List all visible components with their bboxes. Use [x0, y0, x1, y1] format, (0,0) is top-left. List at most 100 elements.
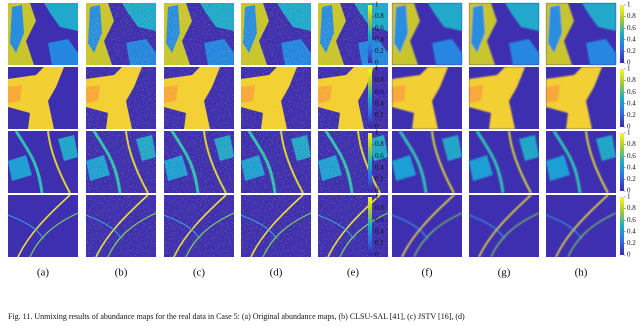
colorbar-tick-label: 0.6: [627, 24, 636, 32]
map-region: [8, 67, 64, 129]
colorbar-tick-label: 1: [375, 65, 379, 73]
map-region: [8, 85, 22, 103]
abundance-map: [241, 3, 311, 65]
map-noise: [86, 3, 156, 65]
colorbar-tick-label: 0.4: [375, 163, 384, 171]
colorbar: [620, 197, 624, 255]
colorbar-tick-label: 0.2: [375, 239, 384, 247]
abundance-map: [8, 130, 78, 194]
map-region: [428, 3, 462, 31]
abundance-map: [545, 194, 617, 258]
map-noise: [164, 3, 234, 65]
map-noise: [318, 195, 388, 257]
map-content: [392, 67, 448, 129]
colorbar: [620, 69, 624, 127]
colorbar-tick-label: 0.8: [375, 204, 384, 212]
panel-label: (h): [575, 267, 588, 279]
colorbar-tick-label: 0: [627, 187, 631, 195]
map-content: [545, 194, 617, 258]
map-region: [10, 5, 24, 53]
map-region: [546, 85, 560, 103]
colorbar-tick-label: 0.2: [375, 47, 384, 55]
map-region: [432, 39, 462, 65]
map-background: [8, 195, 78, 257]
colorbar-tick-label: 0.2: [375, 175, 384, 183]
colorbar-tick-label: 1: [375, 193, 379, 201]
abundance-map: [164, 130, 234, 194]
map-region: [567, 212, 617, 258]
abundance-map: [546, 130, 616, 194]
map-content: [468, 194, 540, 258]
colorbar-tick-label: 0.6: [627, 88, 636, 96]
map-content: [392, 3, 462, 65]
panel-label: (c): [193, 267, 206, 279]
map-region: [401, 194, 455, 258]
map-region: [392, 85, 406, 103]
caption: Fig. 11. Unmixing results of abundance m…: [8, 312, 465, 321]
map-content: [392, 130, 462, 194]
abundance-map: [468, 194, 540, 258]
map-background: [546, 195, 616, 257]
abundance-map: [164, 67, 234, 129]
map-region: [469, 155, 493, 181]
abundance-map: [317, 194, 389, 258]
abundance-map: [240, 194, 312, 258]
abundance-map: [392, 3, 462, 65]
abundance-map: [86, 67, 156, 129]
abundance-map: [392, 67, 462, 129]
map-region: [596, 135, 616, 161]
abundance-map: [469, 130, 539, 194]
colorbar-tick-label: 0: [375, 187, 379, 195]
colorbar-tick-label: 0.6: [375, 24, 384, 32]
colorbar-tick-label: 0.4: [627, 35, 636, 43]
colorbar: [368, 5, 372, 63]
map-noise: [164, 131, 234, 193]
map-region: [392, 67, 448, 129]
map-region: [392, 155, 416, 181]
map-region: [47, 130, 71, 194]
map-region: [413, 212, 463, 258]
colorbar-tick-label: 0.6: [627, 216, 636, 224]
map-noise: [86, 131, 156, 193]
map-region: [519, 135, 539, 161]
map-content: [469, 130, 539, 194]
map-background: [392, 195, 462, 257]
map-region: [505, 3, 539, 31]
abundance-map: [85, 194, 157, 258]
colorbar-tick-label: 1: [627, 129, 631, 137]
map-noise: [241, 67, 311, 129]
map-region: [509, 39, 539, 65]
abundance-map: [318, 67, 388, 129]
map-content: [8, 3, 78, 65]
colorbar-tick-label: 0.8: [627, 12, 636, 20]
map-region: [7, 214, 45, 240]
map-region: [398, 130, 428, 194]
map-region: [394, 5, 408, 53]
colorbar-tick-label: 1: [627, 1, 631, 9]
map-region: [469, 85, 483, 103]
abundance-map: [8, 3, 78, 65]
map-region: [545, 214, 583, 240]
colorbar-tick-label: 0.8: [627, 140, 636, 148]
map-region: [585, 130, 609, 194]
map-noise: [318, 3, 388, 65]
abundance-map: [318, 3, 388, 65]
map-region: [471, 5, 485, 53]
map-region: [391, 214, 429, 240]
map-region: [431, 130, 455, 194]
map-region: [469, 67, 525, 129]
colorbar-tick-label: 1: [375, 1, 379, 9]
map-content: [469, 67, 525, 129]
map-region: [475, 130, 505, 194]
colorbar-tick-label: 0.4: [375, 99, 384, 107]
colorbar-tick-label: 0.2: [627, 175, 636, 183]
abundance-map: [86, 130, 156, 194]
map-content: [546, 130, 616, 194]
colorbar-tick-label: 0: [375, 59, 379, 67]
map-noise: [241, 3, 311, 65]
panel-label: (a): [37, 267, 50, 279]
map-region: [552, 130, 582, 194]
map-region: [29, 212, 79, 258]
